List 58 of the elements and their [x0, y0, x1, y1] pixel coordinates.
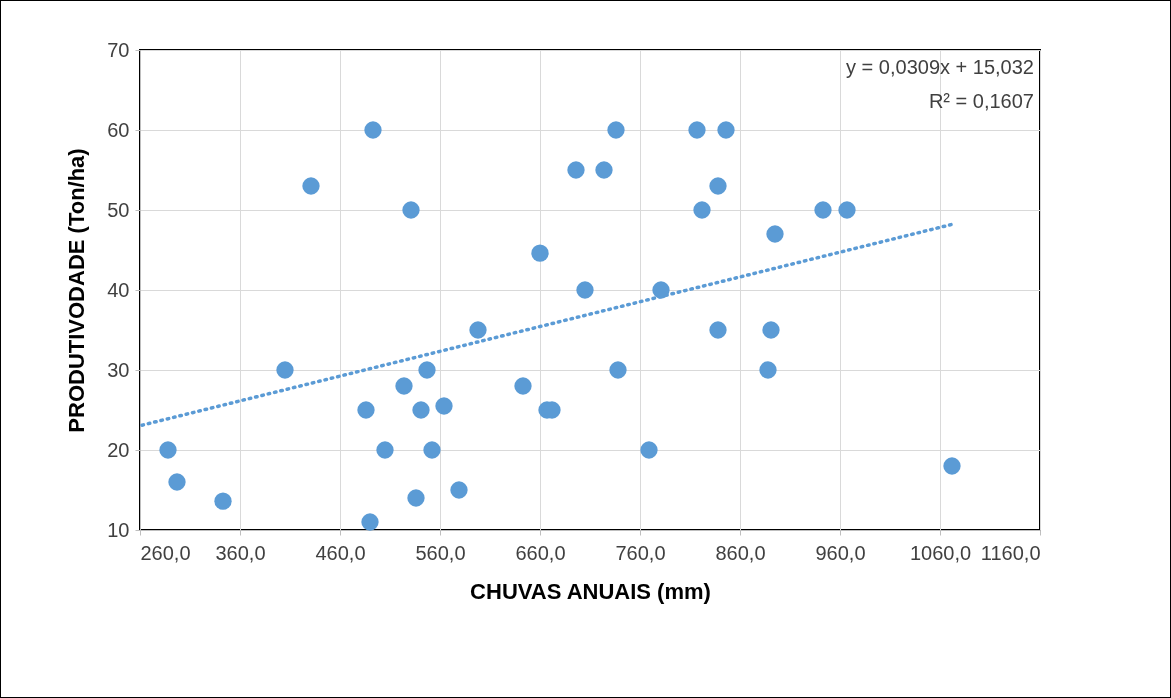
- x-tick-label: 260,0: [140, 541, 191, 564]
- point: [514, 377, 532, 395]
- point: [435, 397, 453, 415]
- x-tick-label: 460,0: [315, 541, 366, 564]
- point: [838, 201, 856, 219]
- point: [214, 492, 232, 510]
- point: [688, 121, 706, 139]
- point: [302, 177, 320, 195]
- point: [640, 441, 658, 459]
- x-tick-label: 1060,0: [909, 541, 972, 564]
- y-axis-title: PRODUTIVODADE (Ton/ha): [64, 148, 90, 433]
- x-tick-label: 760,0: [615, 541, 666, 564]
- x-axis-title: CHUVAS ANUAIS (mm): [470, 578, 711, 604]
- point: [759, 361, 777, 379]
- x-tick-label: 1160,0: [980, 541, 1041, 564]
- annotation: R² = 0,1607: [928, 90, 1034, 112]
- point: [576, 281, 594, 299]
- point: [607, 121, 625, 139]
- point: [595, 161, 613, 179]
- point: [762, 321, 780, 339]
- y-tick-label: 70: [107, 38, 130, 61]
- point: [531, 244, 549, 262]
- x-tick-label: 860,0: [715, 541, 766, 564]
- point: [402, 201, 420, 219]
- y-tick-label: 60: [107, 118, 130, 141]
- x-tick-label: 960,0: [815, 541, 866, 564]
- y-tick-label: 40: [107, 278, 130, 301]
- point: [412, 401, 430, 419]
- point: [450, 481, 468, 499]
- point: [168, 473, 186, 491]
- point: [159, 441, 177, 459]
- y-tick-label: 30: [107, 358, 130, 381]
- point: [418, 361, 436, 379]
- y-tick-label: 20: [107, 438, 130, 461]
- point: [609, 361, 627, 379]
- point: [943, 457, 961, 475]
- point: [469, 321, 487, 339]
- point: [814, 201, 832, 219]
- point: [357, 401, 375, 419]
- x-tick-label: 360,0: [215, 541, 266, 564]
- annotation: y = 0,0309x + 15,032: [846, 56, 1034, 78]
- point: [276, 361, 294, 379]
- point: [766, 225, 784, 243]
- point: [361, 513, 379, 531]
- point: [709, 321, 727, 339]
- point: [717, 121, 735, 139]
- point: [423, 441, 441, 459]
- x-tick-label: 660,0: [515, 541, 566, 564]
- point: [709, 177, 727, 195]
- point: [567, 161, 585, 179]
- point: [693, 201, 711, 219]
- point: [407, 489, 425, 507]
- y-tick-label: 10: [107, 518, 130, 541]
- point: [376, 441, 394, 459]
- x-tick-label: 560,0: [415, 541, 466, 564]
- y-tick-label: 50: [107, 198, 130, 221]
- point: [395, 377, 413, 395]
- point: [364, 121, 382, 139]
